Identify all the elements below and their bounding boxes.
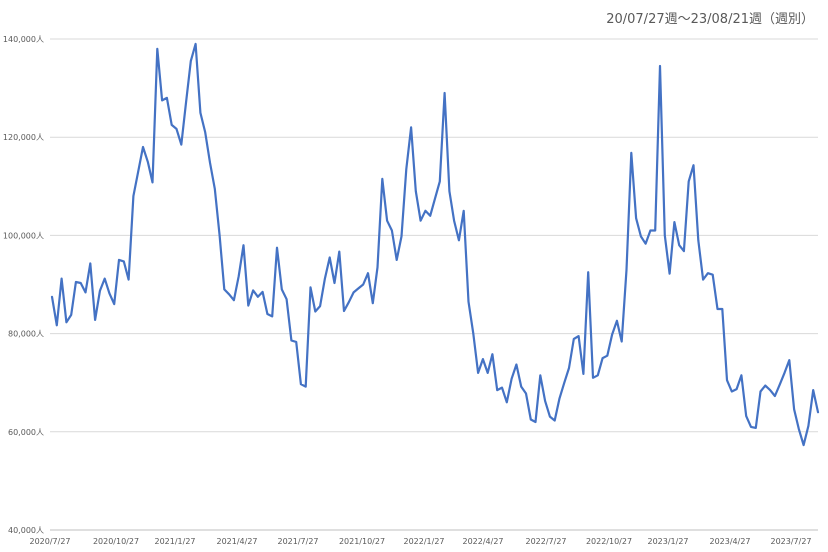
grid-layer (50, 38, 818, 531)
x-tick-label: 2020/10/27 (93, 537, 139, 546)
x-tick-label: 2023/1/27 (647, 537, 688, 546)
y-tick-label: 40,000人 (8, 526, 44, 535)
y-tick-label: 140,000人 (3, 35, 44, 44)
x-tick-label: 2022/10/27 (586, 537, 632, 546)
x-tick-label: 2021/4/27 (216, 537, 257, 546)
y-tick-label: 60,000人 (8, 428, 44, 437)
x-tick-label: 2021/10/27 (339, 537, 385, 546)
y-tick-label: 100,000人 (3, 231, 44, 240)
chart-subtitle: 20/07/27週〜23/08/21週（週別） (606, 12, 814, 27)
x-tick-label: 2022/1/27 (403, 537, 444, 546)
series-line (50, 42, 820, 447)
series-layer (50, 42, 820, 447)
x-tick-label: 2022/7/27 (525, 537, 566, 546)
y-tick-label: 80,000人 (8, 330, 44, 339)
y-axis-ticks: 40,000人 60,000人 80,000人 100,000人 120,000人 140… (3, 35, 44, 535)
x-tick-label: 2021/7/27 (277, 537, 318, 546)
y-tick-label: 120,000人 (3, 133, 44, 142)
x-axis-ticks: 2020/7/27 2020/10/27 2021/1/27 2021/4/27 202… (29, 537, 811, 546)
x-tick-label: 2023/7/27 (770, 537, 811, 546)
x-tick-label: 2022/4/27 (462, 537, 503, 546)
x-tick-label: 2021/1/27 (154, 537, 195, 546)
x-tick-label: 2020/7/27 (29, 537, 70, 546)
x-tick-label: 2023/4/27 (709, 537, 750, 546)
